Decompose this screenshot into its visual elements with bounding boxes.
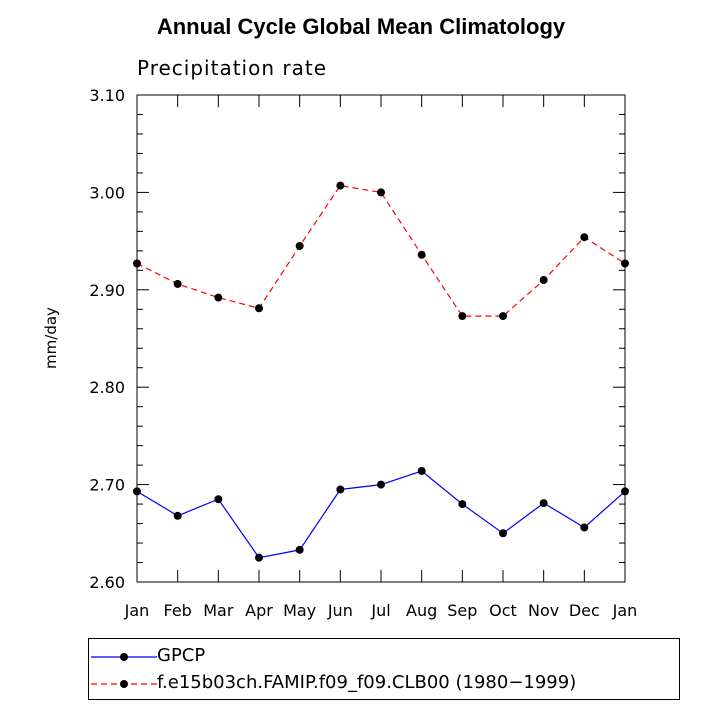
data-point-series-0 — [417, 466, 426, 475]
y-tick-label: 2.60 — [89, 573, 125, 592]
data-point-series-0 — [621, 487, 629, 496]
plot-frame — [136, 94, 626, 583]
chart-subtitle: Precipitation rate — [137, 56, 327, 80]
data-point-series-1 — [133, 259, 141, 268]
x-tick-label: Apr — [245, 601, 273, 620]
data-point-series-0 — [458, 500, 467, 509]
x-tick-label: Nov — [528, 601, 559, 620]
y-tick-label: 2.80 — [89, 378, 125, 397]
x-tick-label: Feb — [164, 601, 192, 620]
x-tick-label: Aug — [406, 601, 437, 620]
data-point-series-1 — [336, 181, 345, 190]
series-lines — [136, 184, 626, 559]
data-point-series-0 — [133, 487, 141, 496]
data-point-series-1 — [377, 188, 385, 197]
legend-symbols — [91, 653, 157, 688]
y-tick-label: 3.00 — [89, 183, 125, 202]
x-tick-label: Sep — [447, 601, 477, 620]
data-point-series-1 — [499, 312, 507, 321]
x-tick-labels: Jan Feb Mar Apr May Jun Jul Aug Sep Oct Nov Dec Jan — [124, 601, 638, 620]
data-point-series-0 — [377, 480, 385, 489]
y-axis-label: mm/day — [42, 307, 60, 369]
x-tick-label: Jun — [327, 601, 353, 620]
x-tick-label: Jan — [612, 601, 638, 620]
y-tick-label: 2.70 — [89, 476, 125, 495]
data-point-series-1 — [621, 259, 629, 268]
data-point-series-0 — [580, 523, 589, 532]
x-tick-label: May — [283, 601, 316, 620]
data-point-series-1 — [255, 304, 263, 313]
legend-label-model: f.e15b03ch.FAMIP.f09_f09.CLB00 (1980−199… — [157, 672, 577, 693]
x-tick-label: Jan — [124, 601, 150, 620]
y-tick-label: 2.90 — [89, 281, 125, 300]
data-point-series-1 — [580, 233, 589, 242]
data-point-series-1 — [214, 293, 223, 302]
legend-label-gpcp: GPCP — [157, 645, 206, 666]
y-tick-label: 3.10 — [89, 86, 125, 105]
y-tick-labels: 2.60 2.70 2.80 2.90 3.00 3.10 — [89, 86, 125, 592]
data-point-series-0 — [255, 553, 263, 562]
axis-ticks — [136, 94, 626, 583]
data-point-series-1 — [417, 250, 426, 259]
chart-title: Annual Cycle Global Mean Climatology — [156, 14, 566, 39]
data-point-series-0 — [214, 495, 223, 504]
x-tick-label: Jul — [370, 601, 390, 620]
series-line-1 — [136, 184, 626, 317]
x-tick-label: Dec — [569, 601, 600, 620]
data-point-series-0 — [336, 485, 345, 494]
data-point-series-1 — [539, 276, 548, 285]
legend-marker-gpcp — [120, 653, 128, 661]
data-point-series-1 — [295, 241, 304, 250]
series-points — [133, 181, 629, 562]
data-point-series-0 — [173, 511, 182, 520]
legend: GPCP f.e15b03ch.FAMIP.f09_f09.CLB00 (198… — [88, 638, 680, 700]
data-point-series-0 — [539, 499, 548, 508]
x-tick-label: Oct — [489, 601, 517, 620]
data-point-series-1 — [458, 312, 467, 321]
legend-marker-model — [120, 680, 128, 688]
data-point-series-0 — [295, 545, 304, 554]
data-point-series-1 — [173, 279, 182, 288]
x-tick-label: Mar — [203, 601, 234, 620]
data-point-series-0 — [499, 529, 507, 538]
